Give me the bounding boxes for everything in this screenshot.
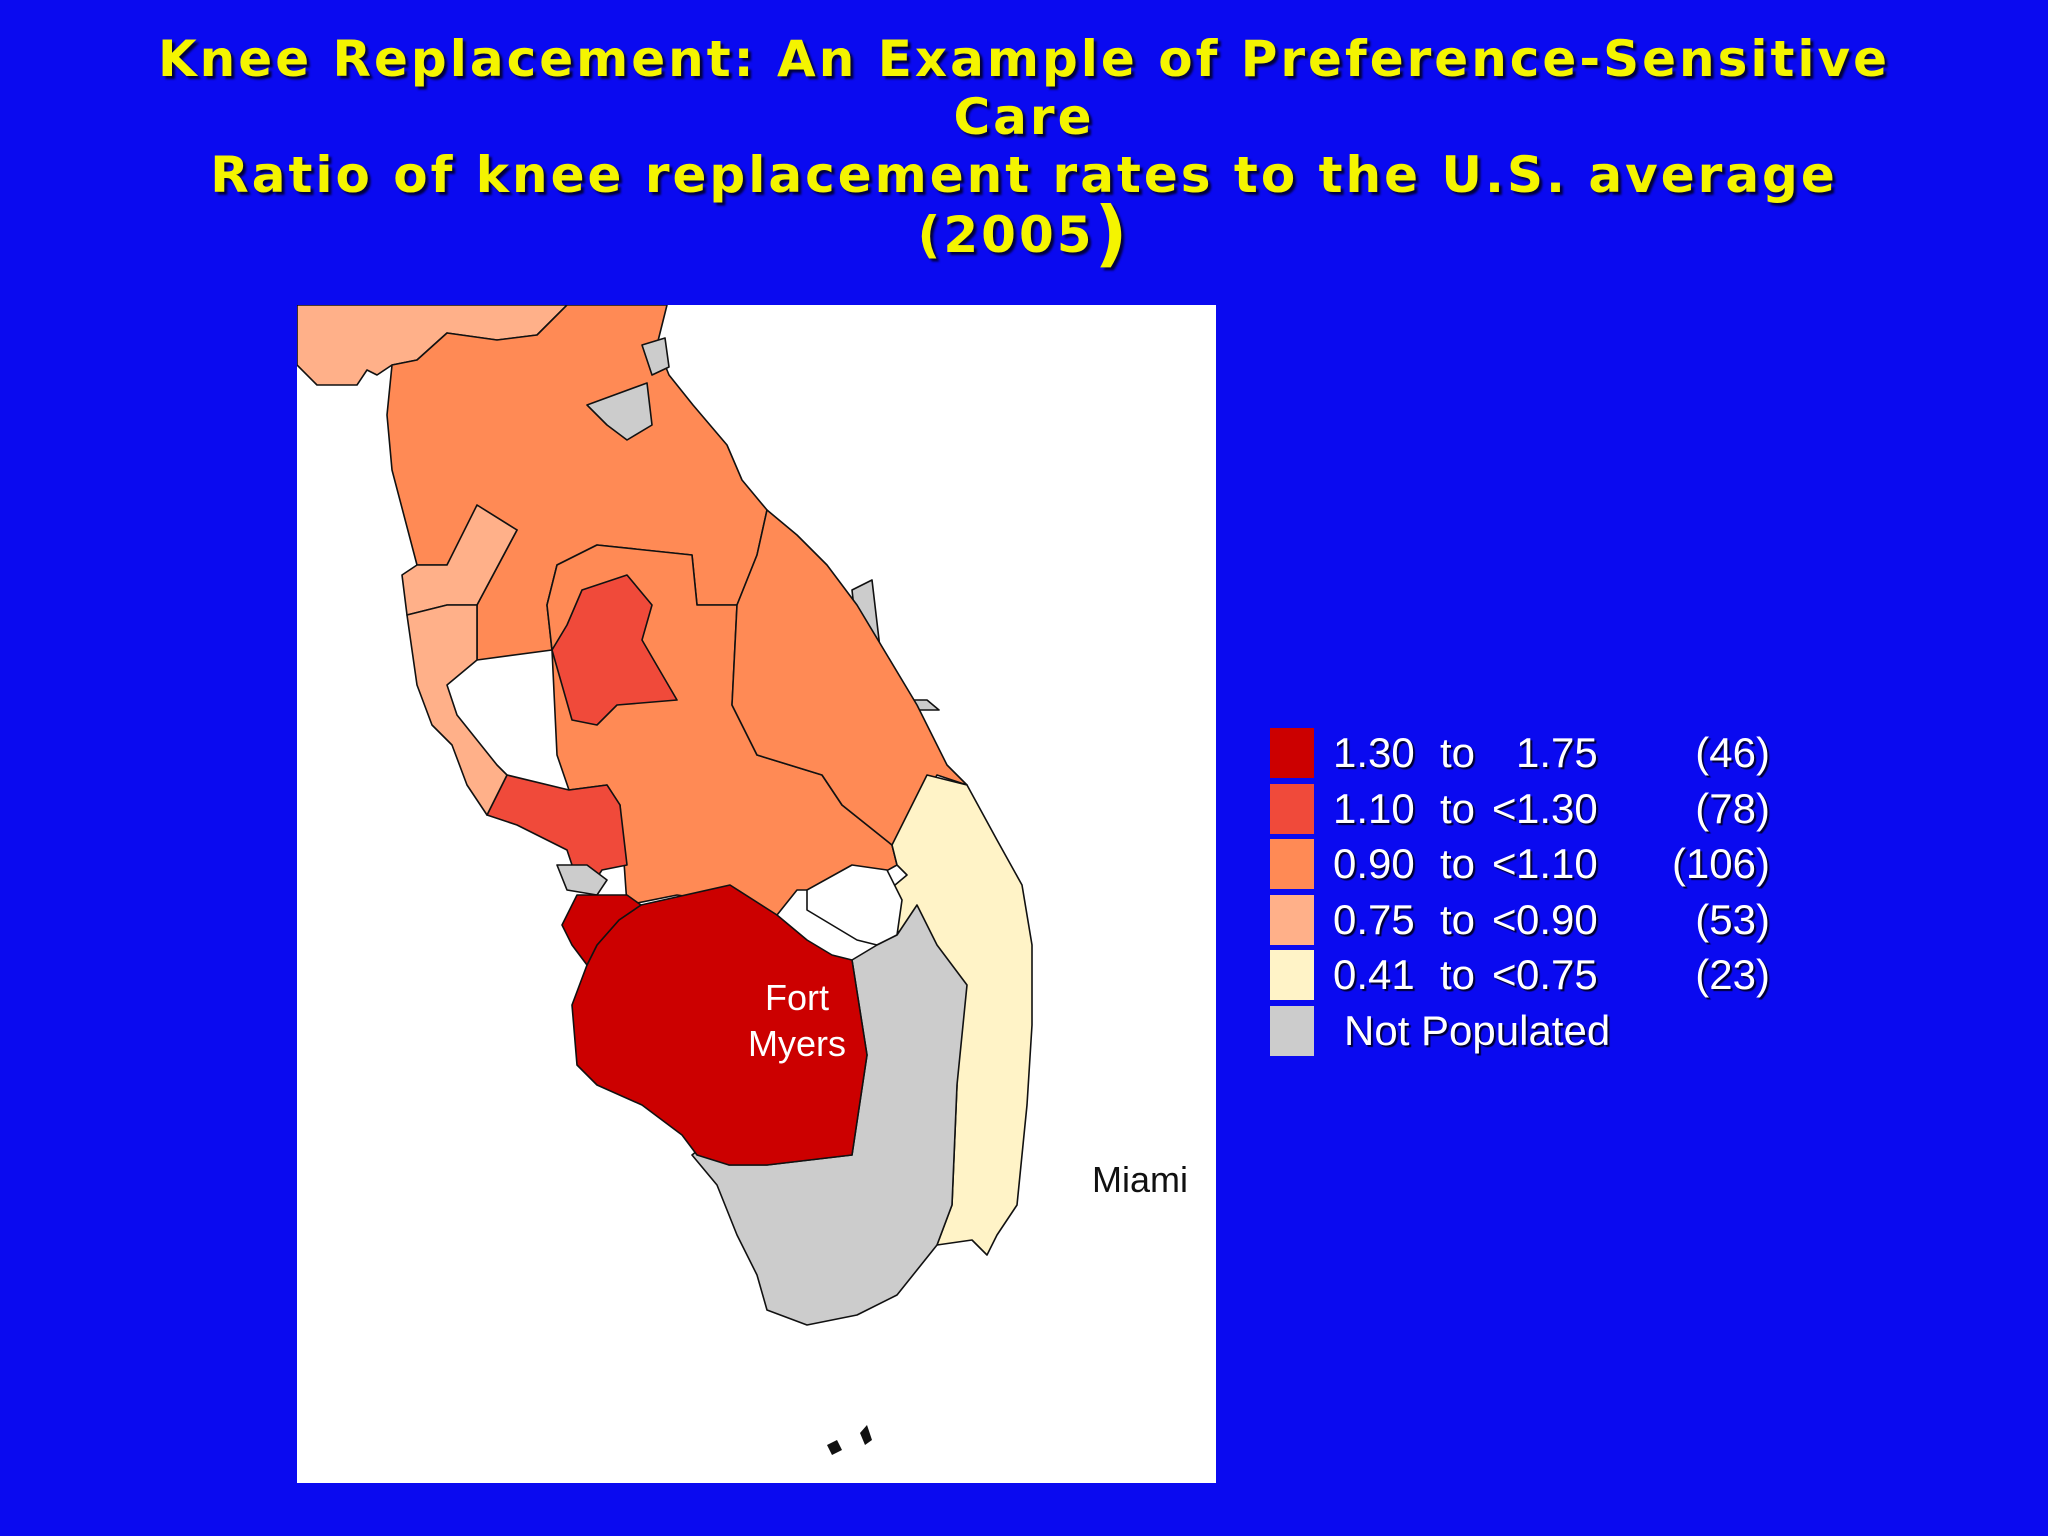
legend-low: 0.41 xyxy=(1333,951,1415,998)
legend-count: (53) xyxy=(1695,895,1770,943)
legend-row: 1.30 to 1.75 (46) xyxy=(1268,726,1788,782)
legend-swatch xyxy=(1270,839,1314,889)
fort-myers-label-line2: Myers xyxy=(748,1023,846,1064)
region-north-grey xyxy=(586,382,653,441)
fort-myers-label: Fort Myers xyxy=(727,975,867,1067)
legend-row-not-populated: Not Populated xyxy=(1268,1004,1788,1060)
legend-less-than: < xyxy=(1492,895,1517,943)
legend-to: to xyxy=(1440,840,1476,887)
legend-swatch xyxy=(1270,950,1314,1000)
legend-high: 0.75 xyxy=(1516,951,1598,998)
legend-to: to xyxy=(1440,784,1476,832)
legend-low: 0.75 xyxy=(1333,895,1415,943)
legend-high: 1.10 xyxy=(1516,840,1598,887)
legend-to: to xyxy=(1440,951,1476,998)
legend-swatch xyxy=(1270,728,1314,778)
title-year: (2005 xyxy=(917,206,1095,264)
legend-not-populated-label: Not Populated xyxy=(1344,1006,1611,1054)
title-line-4: (2005) xyxy=(0,197,2048,269)
region-central-west xyxy=(551,574,678,726)
title-line-2: Care xyxy=(953,88,1095,146)
region-fort-myers xyxy=(571,884,868,1166)
title-closing-paren: ) xyxy=(1094,191,1131,275)
legend-less-than: < xyxy=(1492,840,1517,887)
keys-island-1 xyxy=(827,1440,842,1455)
legend-high: 1.75 xyxy=(1516,729,1598,776)
legend-swatch-not-populated xyxy=(1270,1005,1314,1056)
title-line-3: Ratio of knee replacement rates to the U… xyxy=(210,146,1838,204)
legend-to: to xyxy=(1440,729,1476,776)
legend-to: to xyxy=(1440,895,1476,943)
legend-count: (78) xyxy=(1695,784,1770,832)
legend-high: 1.30 xyxy=(1516,784,1598,832)
legend-high: 0.90 xyxy=(1516,895,1598,943)
legend-count: (23) xyxy=(1695,951,1770,998)
miami-label: Miami xyxy=(1092,1159,1188,1200)
legend-less-than: < xyxy=(1492,784,1517,832)
title-line-1: Knee Replacement: An Example of Preferen… xyxy=(157,30,1891,88)
slide-title: Knee Replacement: An Example of Preferen… xyxy=(0,30,2048,269)
legend-count: (46) xyxy=(1695,729,1770,776)
legend-low: 1.10 xyxy=(1333,784,1415,832)
legend-swatch xyxy=(1270,894,1314,945)
region-charlotte-grey xyxy=(556,864,608,896)
legend-row: 0.75 to < 0.90 (53) xyxy=(1268,893,1788,949)
legend-row: 0.90 to < 1.10 (106) xyxy=(1268,837,1788,893)
region-charlotte xyxy=(561,894,642,966)
region-west-coast xyxy=(406,604,508,816)
florida-map: Fort Myers Miami xyxy=(297,305,1216,1483)
legend-less-than: < xyxy=(1492,951,1517,998)
legend-swatch xyxy=(1270,783,1314,834)
legend-row: 0.41 to < 0.75 (23) xyxy=(1268,948,1788,1004)
map-legend: 1.30 to 1.75 (46) 1.10 to < 1.30 (78) 0.… xyxy=(1268,726,1788,1059)
legend-low: 1.30 xyxy=(1333,729,1415,776)
region-tampa xyxy=(486,774,628,886)
region-east-coast xyxy=(731,509,968,846)
legend-count: (106) xyxy=(1671,840,1770,887)
legend-row: 1.10 to < 1.30 (78) xyxy=(1268,782,1788,838)
legend-low: 0.90 xyxy=(1333,840,1415,887)
keys-island-2 xyxy=(860,1425,872,1445)
fort-myers-label-line1: Fort xyxy=(764,977,829,1018)
florida-map-svg xyxy=(297,305,1033,1455)
region-north-grey-2 xyxy=(641,337,670,376)
